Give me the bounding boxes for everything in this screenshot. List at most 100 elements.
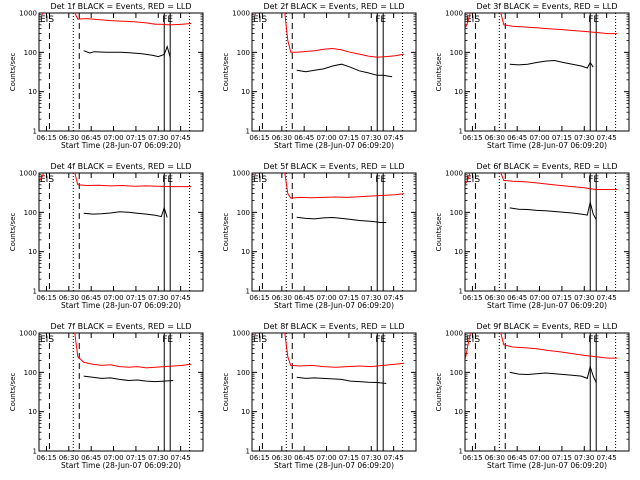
x-tick-label: 07:30 bbox=[148, 134, 168, 142]
plot-frame bbox=[464, 332, 630, 452]
plot-frame bbox=[251, 12, 417, 132]
series-line-black bbox=[509, 364, 597, 383]
series-line-black bbox=[296, 216, 387, 223]
y-tick-label: 1 bbox=[246, 128, 250, 136]
plot-frame bbox=[464, 12, 630, 132]
marker-label-start: EIS bbox=[40, 15, 54, 25]
marker-label-start: EIS bbox=[253, 335, 267, 345]
x-tick-label: 07:15 bbox=[339, 294, 359, 302]
series-group bbox=[465, 13, 618, 69]
x-tick-label: 07:30 bbox=[574, 294, 594, 302]
y-tick-label: 1 bbox=[33, 448, 37, 456]
subplot-5: Det 5f BLACK = Events, RED = LLD 1 10 100 10… bbox=[222, 162, 417, 310]
series-line-red bbox=[465, 333, 618, 361]
x-tick-label: 07:15 bbox=[552, 454, 572, 462]
x-tick-label: 06:45 bbox=[507, 454, 527, 462]
series-line-black bbox=[509, 202, 597, 220]
series-line-red bbox=[39, 173, 192, 188]
plot-title: Det 9f BLACK = Events, RED = LLD bbox=[476, 322, 617, 331]
marker-label-end: FE bbox=[588, 175, 599, 185]
y-axis-label: Counts/sec bbox=[222, 53, 230, 92]
marker-label-start: EIS bbox=[466, 15, 480, 25]
x-tick-label: 06:30 bbox=[59, 294, 79, 302]
x-axis-label: Start Time (28-Jun-07 06:09:20) bbox=[487, 141, 607, 150]
marker-label-end: FE bbox=[162, 335, 173, 345]
subplot-9: Det 9f BLACK = Events, RED = LLD 1 10 100 10… bbox=[435, 322, 630, 470]
series-line-red bbox=[465, 13, 618, 35]
x-axis-label: Start Time (28-Jun-07 06:09:20) bbox=[61, 141, 181, 150]
x-tick-label: 07:00 bbox=[103, 454, 123, 462]
series-line-black bbox=[83, 45, 171, 58]
x-tick-label: 06:45 bbox=[507, 294, 527, 302]
y-axis-label: Counts/sec bbox=[222, 213, 230, 252]
x-tick-label: 07:30 bbox=[361, 454, 381, 462]
y-axis-label: Counts/sec bbox=[222, 373, 230, 412]
x-tick-label: 06:45 bbox=[294, 454, 314, 462]
y-tick-label: 10 bbox=[454, 408, 463, 416]
y-tick-label: 1000 bbox=[232, 170, 250, 178]
series-group bbox=[254, 173, 405, 223]
y-tick-label: 10 bbox=[241, 248, 250, 256]
y-tick-label: 1 bbox=[459, 128, 463, 136]
subplot-4: Det 4f BLACK = Events, RED = LLD 1 10 100 10… bbox=[9, 162, 204, 310]
y-tick-label: 100 bbox=[450, 49, 463, 57]
x-tick-label: 07:45 bbox=[384, 134, 404, 142]
x-tick-label: 07:45 bbox=[171, 134, 191, 142]
x-tick-label: 07:45 bbox=[384, 294, 404, 302]
x-tick-label: 07:45 bbox=[597, 454, 617, 462]
x-axis-label: Start Time (28-Jun-07 06:09:20) bbox=[487, 301, 607, 310]
y-tick-label: 1 bbox=[459, 288, 463, 296]
x-axis-label: Start Time (28-Jun-07 06:09:20) bbox=[274, 141, 394, 150]
plot-frame bbox=[251, 172, 417, 292]
x-tick-label: 06:30 bbox=[272, 294, 292, 302]
series-group bbox=[41, 13, 192, 58]
x-axis-label: Start Time (28-Jun-07 06:09:20) bbox=[61, 461, 181, 470]
series-line-black bbox=[296, 63, 393, 78]
x-tick-label: 06:15 bbox=[249, 134, 269, 142]
x-tick-label: 07:30 bbox=[361, 134, 381, 142]
x-tick-label: 06:30 bbox=[485, 294, 505, 302]
y-tick-label: 100 bbox=[237, 369, 250, 377]
y-tick-label: 100 bbox=[237, 209, 250, 217]
x-tick-label: 07:15 bbox=[126, 454, 146, 462]
y-tick-label: 1 bbox=[246, 288, 250, 296]
x-tick-label: 07:45 bbox=[171, 454, 191, 462]
plot-frame bbox=[464, 172, 630, 292]
x-tick-label: 07:30 bbox=[574, 134, 594, 142]
series-line-red bbox=[465, 173, 618, 190]
marker-label-start: EIS bbox=[466, 175, 480, 185]
x-tick-label: 06:15 bbox=[249, 454, 269, 462]
series-line-black bbox=[83, 375, 174, 383]
x-tick-label: 06:45 bbox=[294, 294, 314, 302]
x-tick-label: 06:45 bbox=[507, 134, 527, 142]
x-tick-label: 06:15 bbox=[462, 454, 482, 462]
y-tick-label: 10 bbox=[241, 408, 250, 416]
x-tick-label: 07:30 bbox=[148, 454, 168, 462]
y-tick-label: 10 bbox=[454, 88, 463, 96]
marker-label-end: FE bbox=[375, 15, 386, 25]
marker-label-start: EIS bbox=[40, 175, 54, 185]
x-tick-label: 07:00 bbox=[316, 134, 336, 142]
plot-title: Det 1f BLACK = Events, RED = LLD bbox=[50, 2, 191, 11]
series-group bbox=[39, 173, 192, 218]
y-axis-label: Counts/sec bbox=[435, 53, 443, 92]
series-group bbox=[42, 333, 192, 383]
y-tick-label: 100 bbox=[24, 209, 37, 217]
y-tick-label: 100 bbox=[237, 49, 250, 57]
x-tick-label: 07:45 bbox=[597, 294, 617, 302]
x-tick-label: 06:30 bbox=[485, 454, 505, 462]
plot-frame bbox=[38, 12, 204, 132]
y-tick-label: 1000 bbox=[19, 10, 37, 18]
y-tick-label: 1000 bbox=[232, 10, 250, 18]
y-tick-label: 1 bbox=[33, 288, 37, 296]
y-tick-label: 1000 bbox=[445, 170, 463, 178]
y-axis-label: Counts/sec bbox=[9, 53, 17, 92]
x-tick-label: 07:15 bbox=[552, 134, 572, 142]
x-tick-label: 06:45 bbox=[81, 454, 101, 462]
subplot-8: Det 8f BLACK = Events, RED = LLD 1 10 100 10… bbox=[222, 322, 417, 470]
x-tick-label: 07:00 bbox=[529, 294, 549, 302]
x-tick-label: 06:30 bbox=[485, 134, 505, 142]
x-tick-label: 07:00 bbox=[316, 454, 336, 462]
marker-label-start: EIS bbox=[253, 175, 267, 185]
